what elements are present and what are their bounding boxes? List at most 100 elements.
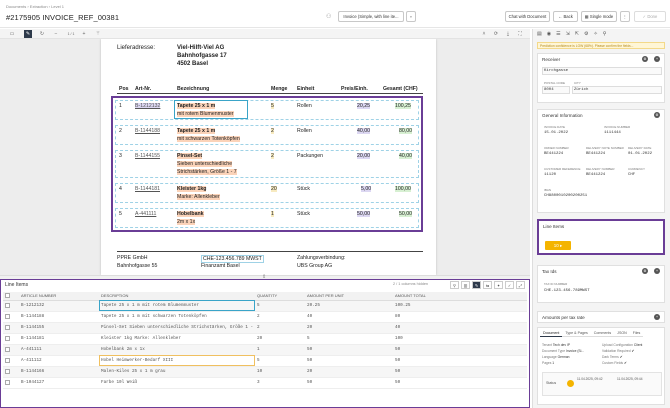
split-icon[interactable]: ⇆ [483,281,492,289]
row-desc-line2[interactable]: Sieben unterschiedliche [177,161,233,167]
zoom-out-icon[interactable]: − [54,31,58,37]
chat-with-document-button[interactable]: Chat with Document [505,11,550,22]
row-total[interactable]: 80,00 [399,128,412,134]
row-checkbox[interactable] [3,300,19,312]
row-checkbox[interactable] [3,322,19,334]
row-sku[interactable]: B-1144155 [135,153,160,159]
row-total[interactable]: 40,00 [399,153,412,159]
cell-quantity[interactable]: 10 [255,366,305,378]
tab-json[interactable]: JSON [614,330,630,337]
chevron-up-icon[interactable]: ˄ [482,31,486,37]
filter-icon[interactable]: ⚲ [602,31,607,37]
row-sku[interactable]: B-1144188 [135,128,160,134]
cell-amount-total[interactable]: 80 [393,311,527,323]
row-desc-line1[interactable]: Kleister 1kg [177,186,207,192]
row-checkbox[interactable] [3,377,19,389]
row-qty[interactable]: 1 [271,211,274,217]
cell-amount-per-unit[interactable]: 50 [305,355,393,367]
header-description[interactable]: DESCRIPTION [99,292,255,301]
invoice-date-value[interactable]: 15.01.2022 [544,131,569,135]
postal-code-field[interactable] [542,86,570,94]
cell-description[interactable]: Hobel Heimwerker-Bedarf XIII [99,355,255,367]
row-qty[interactable]: 2 [271,128,274,134]
cell-amount-per-unit[interactable]: 5 [305,333,393,345]
expand-all-icon[interactable]: ⇲ [565,31,570,37]
iban-value[interactable]: CH8800010200200251 [544,194,588,198]
hidden-columns-counter[interactable]: 2 / 1 columns hidden [393,282,429,286]
row-checkbox[interactable] [3,355,19,367]
footer-vat[interactable]: CHE-123.456.789 MWST [201,255,264,263]
cell-amount-total[interactable]: 50 [393,377,527,389]
columns-icon[interactable]: ▥ [461,281,470,289]
select-all-header[interactable] [3,292,19,301]
magic-wand-icon[interactable]: ⚚ [95,31,101,37]
delivery-note-value[interactable]: BE441224 [586,152,606,156]
cell-amount-per-unit[interactable]: 50 [305,344,393,356]
cell-amount-total[interactable]: 50 [393,355,527,367]
expand-icon[interactable]: ⤢ [516,281,525,289]
row-checkbox[interactable] [3,333,19,345]
tab-document[interactable]: Document [540,330,563,337]
row-price[interactable]: 20,25 [357,103,370,109]
single-mode-button[interactable]: ▦ Single mode [581,11,617,22]
row-desc-line1[interactable]: Hobelbank [177,211,204,217]
amounts-per-tax-rate-card[interactable]: Amounts per tax rate + [537,311,665,323]
cell-description[interactable]: Hobelbank 2m x 1x [99,344,255,356]
cell-quantity[interactable]: 1 [255,344,305,356]
cell-article-number[interactable]: A-441111 [19,344,99,356]
list-icon[interactable]: ☰ [556,31,561,37]
refresh-icon[interactable]: ↻ [39,31,45,37]
selected-field-box[interactable] [174,100,248,119]
cell-amount-total[interactable]: 50 [393,344,527,356]
check-icon[interactable]: ✓ [505,281,514,289]
cell-quantity[interactable]: 20 [255,333,305,345]
tab-comments[interactable]: Comments [590,330,615,337]
cell-amount-per-unit[interactable]: 50 [305,377,393,389]
cell-amount-total[interactable]: 100.25 [393,300,527,312]
cell-article-number[interactable]: B-1044127 [19,377,99,389]
document-icon[interactable]: ▤ [537,31,542,37]
row-desc-line2[interactable]: 2m x 1x [177,219,196,225]
zoom-in-icon[interactable]: + [82,31,86,37]
table-row[interactable]: B-1044127 Farbe 10l Weiß 3 50 50 [3,377,527,389]
row-desc-line2[interactable]: Marke: Allenkleber [177,194,220,200]
cell-article-number[interactable]: B-1144188 [19,311,99,323]
cell-amount-total[interactable]: 100 [393,333,527,345]
gear-icon[interactable]: ⚙ [654,112,660,118]
header-amount-total[interactable]: AMOUNT TOTAL [393,292,527,301]
row-desc-line2[interactable]: mit schwarzen Totenköpfen [177,136,240,142]
cell-description[interactable]: Malen-Kiles 25 x 1 m grau [99,366,255,378]
cell-amount-total[interactable]: 50 [393,366,527,378]
row-desc-line1[interactable]: Pinsel-Set [177,153,203,159]
add-icon[interactable]: + [654,314,660,320]
line-items-region[interactable] [111,96,423,232]
cell-quantity[interactable]: 2 [255,322,305,334]
cell-amount-per-unit[interactable]: 20 [305,366,393,378]
breadcrumb[interactable]: Documents › Extraction › Level 1 [6,4,65,9]
cell-amount-per-unit[interactable]: 20 [305,322,393,334]
magic-icon[interactable]: ✦ [494,281,503,289]
cell-article-number[interactable]: B-1144155 [19,322,99,334]
row-desc-line2[interactable]: mit rotem Blumenmuster [177,111,234,117]
table-row[interactable]: B-1144166 Malen-Kiles 25 x 1 m grau 10 2… [3,366,527,378]
order-number-value[interactable]: BE441224 [544,152,564,156]
row-price[interactable]: 40,00 [357,128,370,134]
city-field[interactable] [572,86,662,94]
row-qty[interactable]: 2 [271,153,274,159]
cell-amount-per-unit[interactable]: 40 [305,311,393,323]
table-row[interactable]: B-1144155 Pinsel-Set Sieben unterschiedl… [3,322,527,334]
customer-reference-value[interactable]: 11120 [544,173,557,177]
rotate-icon[interactable]: ⟳ [493,31,499,37]
cell-description[interactable]: Farbe 10l Weiß [99,377,255,389]
table-row[interactable]: B-1144188 Tapete 25 x 1 m mit schwarzen … [3,311,527,323]
header-amount-per-unit[interactable]: AMOUNT PER UNIT [305,292,393,301]
tab-files[interactable]: Files [629,330,644,337]
sidebar-toggle-icon[interactable]: ▭ [9,31,15,37]
delivery-number-value[interactable]: BE441224 [586,173,606,177]
cell-article-number[interactable]: B-1212132 [19,300,99,312]
invoice-number-value[interactable]: 1111444 [604,131,621,135]
cell-description[interactable]: Kleister 1kg Marke: Allenkleber [99,333,255,345]
row-checkbox[interactable] [3,344,19,356]
cell-amount-per-unit[interactable]: 20.25 [305,300,393,312]
row-total[interactable]: 100,25 [395,103,411,109]
